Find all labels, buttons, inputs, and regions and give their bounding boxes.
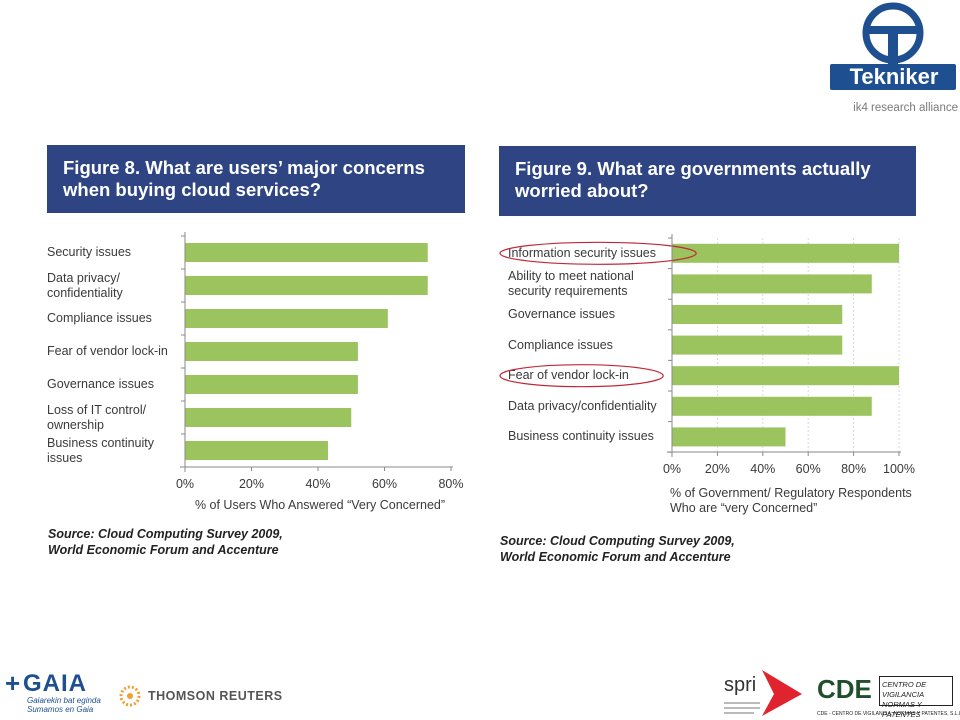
- category-label: Loss of IT control/ ownership: [47, 402, 147, 432]
- bar-compliance-issues: [185, 309, 388, 328]
- bar-compliance-issues: [672, 335, 843, 355]
- category-label: Data privacy/ confidentiality: [47, 270, 123, 300]
- bar-loss-of-it-control-ownership: [185, 408, 352, 427]
- category-label: Security issues: [47, 245, 132, 259]
- thomson-reuters-wordmark: THOMSON REUTERS: [148, 689, 283, 703]
- tekniker-tagline: ik4 research alliance: [853, 102, 958, 114]
- bar-security-issues: [185, 243, 428, 262]
- spri-wordmark: spri: [724, 674, 757, 696]
- bar-business-continuity-issues: [672, 427, 786, 447]
- bar-fear-of-vendor-lock-in: [672, 366, 899, 386]
- x-tick-label: 20%: [704, 462, 730, 476]
- x-tick-label: 60%: [795, 462, 821, 476]
- tekniker-logo: Tekniker ik4 research alliance: [828, 2, 958, 122]
- x-tick-label: 80%: [841, 462, 867, 476]
- category-label: Data privacy/confidentiality: [508, 398, 657, 413]
- category-label: Compliance issues: [47, 311, 152, 325]
- bar-data-privacy-confidentiality: [672, 396, 872, 416]
- category-label: Information security issues: [508, 245, 656, 260]
- gaia-plus-icon: +: [5, 668, 21, 698]
- x-tick-label: 40%: [750, 462, 776, 476]
- category-label: Fear of vendor lock-in: [47, 344, 168, 358]
- x-tick-label: 40%: [305, 477, 331, 491]
- figure9-source: Source: Cloud Computing Survey 2009, Wor…: [500, 534, 735, 564]
- highlight-ellipse: [499, 241, 697, 265]
- category-label: Business continuity issues: [508, 429, 654, 444]
- spri-logo: spri: [720, 666, 805, 718]
- cde-logo: CDE CENTRO DE VIGILANCIA NORMAS Y PATENT…: [815, 674, 960, 720]
- figure8-source: Source: Cloud Computing Survey 2009, Wor…: [48, 527, 283, 557]
- gaia-wordmark: GAIA: [23, 670, 87, 697]
- category-label: Business continuity issues: [47, 435, 155, 465]
- x-tick-label: 60%: [371, 477, 398, 491]
- figure9-title: Figure 9. What are governments actually …: [499, 146, 916, 216]
- gaia-tagline: Gaiarekin bat eginda Sumamos en Gaia: [27, 696, 101, 714]
- category-label: Fear of vendor lock-in: [508, 368, 629, 383]
- bar-governance-issues: [185, 375, 358, 394]
- tekniker-emblem-icon: [830, 2, 956, 90]
- category-label: Ability to meet national security requir…: [508, 268, 634, 298]
- figure8-title: Figure 8. What are users’ major concerns…: [47, 145, 465, 213]
- cde-box: CENTRO DE VIGILANCIA NORMAS Y PATENTES: [879, 676, 953, 719]
- spri-arrow-icon: [724, 670, 802, 716]
- bar-business-continuity-issues: [185, 441, 328, 460]
- figure8-x-axis-label: % of Users Who Answered “Very Concerned”: [194, 498, 446, 512]
- bar-governance-issues: [672, 305, 843, 324]
- cde-caption: CDE - CENTRO DE VIGILANCIA, NORMAS Y PAT…: [817, 711, 960, 717]
- thomson-reuters-dots-icon: [119, 685, 141, 707]
- x-tick-label: 80%: [438, 477, 464, 491]
- highlight-ellipse: [499, 364, 664, 388]
- cde-wordmark: CDE: [817, 674, 872, 704]
- category-label: Governance issues: [47, 377, 155, 391]
- figure9-x-axis-label: % of Government/ Regulatory Respondents …: [670, 486, 912, 515]
- category-label: Compliance issues: [508, 337, 613, 352]
- bar-data-privacy-confidentiality: [185, 276, 428, 295]
- gaia-logo: + GAIA Gaiarekin bat eginda Sumamos en G…: [5, 668, 115, 718]
- tekniker-wordmark: Tekniker: [849, 64, 939, 89]
- x-tick-label: 20%: [238, 477, 265, 491]
- x-tick-label: 0%: [662, 462, 682, 476]
- bar-information-security-issues: [672, 243, 899, 263]
- x-tick-label: 100%: [883, 462, 915, 476]
- bar-fear-of-vendor-lock-in: [185, 342, 358, 361]
- x-tick-label: 0%: [175, 477, 195, 491]
- category-label: Governance issues: [508, 307, 616, 321]
- bar-ability-to-meet-national-security-requirements: [672, 274, 872, 294]
- thomson-reuters-logo: THOMSON REUTERS: [118, 684, 282, 708]
